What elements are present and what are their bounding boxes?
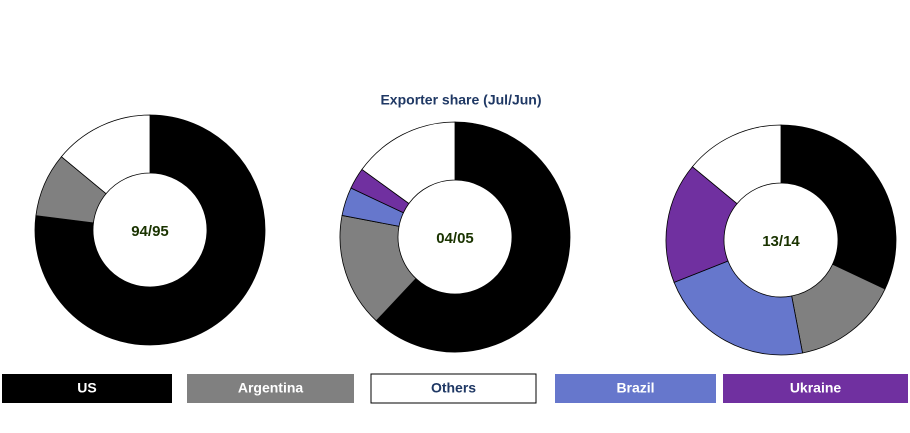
center-label: 04/05	[436, 230, 474, 247]
center-label: 94/95	[131, 223, 169, 240]
legend-label: Ukraine	[790, 380, 842, 396]
legend-label: Argentina	[238, 380, 304, 396]
legend-swatch	[370, 373, 537, 404]
donut-slice	[361, 121, 456, 205]
center-label: 13/14	[762, 233, 800, 250]
legend-swatch	[723, 374, 908, 403]
legend-label: Brazil	[616, 380, 654, 396]
legend-swatch	[187, 374, 354, 403]
donut-slice	[34, 114, 266, 346]
legend-swatch	[2, 374, 172, 403]
legend-swatch	[555, 374, 716, 403]
donut-slice	[691, 124, 782, 205]
donut-slice	[780, 124, 897, 290]
legend-label: US	[77, 380, 96, 396]
donut-slice	[673, 260, 804, 356]
legend-label: Others	[431, 380, 476, 396]
donut-slice	[375, 121, 571, 353]
chart-title: Exporter share (Jul/Jun)	[380, 92, 541, 108]
donut-slice	[60, 114, 151, 195]
